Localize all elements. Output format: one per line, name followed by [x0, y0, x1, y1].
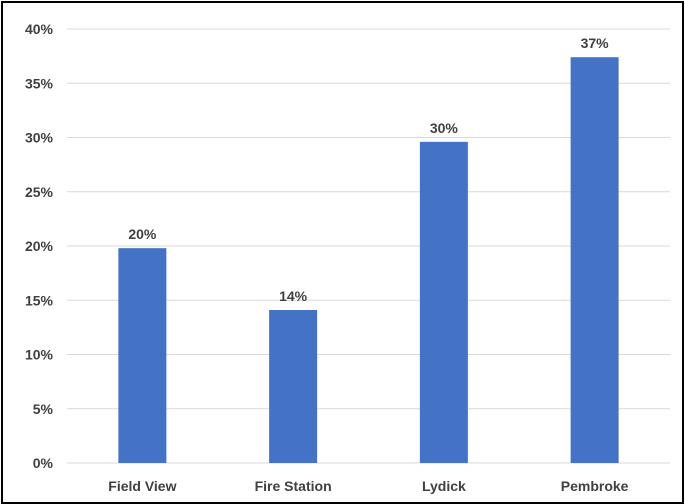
x-category-label: Field View: [108, 478, 176, 494]
gridlines: [67, 28, 670, 464]
y-tick-label: 35%: [25, 75, 54, 91]
y-tick-label: 20%: [25, 238, 54, 254]
data-label: 30%: [430, 120, 459, 136]
y-tick-label: 25%: [25, 184, 54, 200]
data-label: 14%: [279, 288, 308, 304]
bars: [118, 57, 619, 464]
y-tick-label: 10%: [25, 347, 54, 363]
x-category-label: Fire Station: [255, 478, 332, 494]
x-axis-category-labels: Field View Fire Station Lydick Pembroke: [108, 478, 628, 494]
y-axis-tick-labels: 0% 5% 10% 15% 20% 25% 30% 35% 40%: [25, 21, 54, 471]
bar-lydick: [419, 141, 468, 463]
bar-fire-station: [269, 310, 318, 463]
data-label: 37%: [581, 35, 610, 51]
bar-field-view: [118, 248, 167, 463]
x-category-label: Pembroke: [561, 478, 629, 494]
y-tick-label: 15%: [25, 292, 54, 308]
y-tick-label: 30%: [25, 130, 54, 146]
x-category-label: Lydick: [422, 478, 466, 494]
y-tick-label: 40%: [25, 21, 54, 37]
bar-pembroke: [570, 57, 619, 464]
y-tick-label: 0%: [33, 455, 54, 471]
data-label: 20%: [128, 226, 157, 242]
y-tick-label: 5%: [33, 401, 54, 417]
data-labels: 20% 14% 30% 37%: [128, 35, 609, 304]
